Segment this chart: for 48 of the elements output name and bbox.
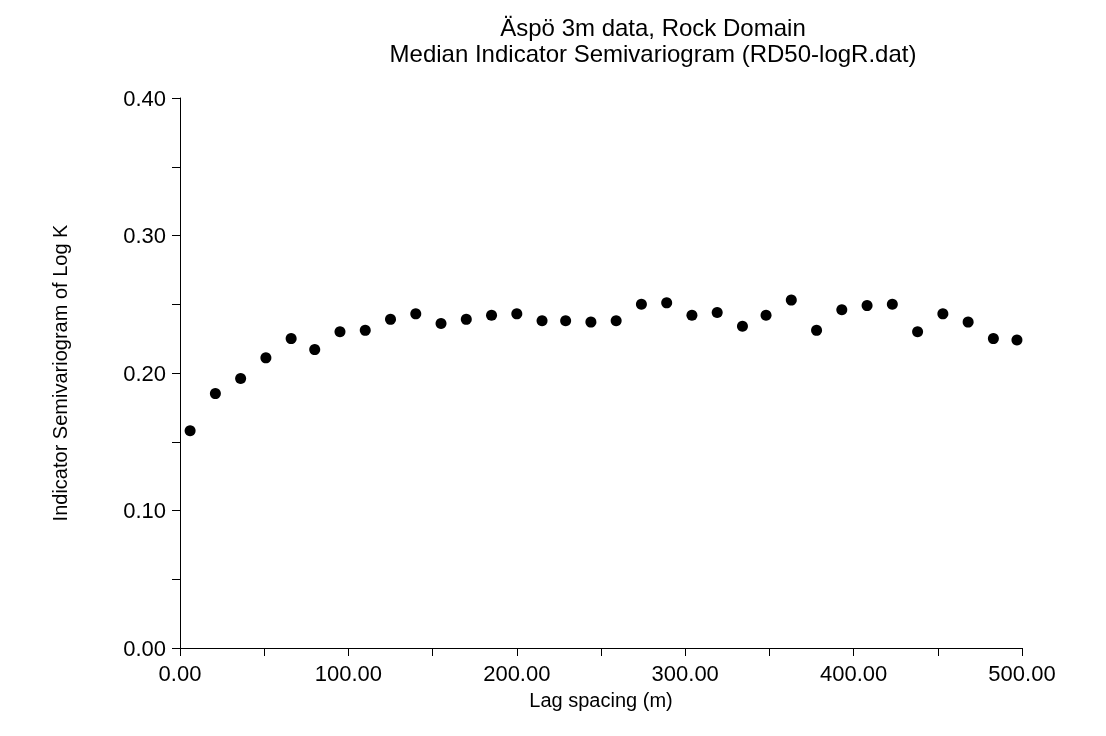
point <box>1011 334 1023 346</box>
y-tick-label: 0.20 <box>123 360 166 386</box>
point <box>260 352 272 364</box>
point <box>435 318 447 329</box>
point <box>836 304 848 316</box>
point <box>760 309 772 321</box>
x-tick-label: 100.00 <box>314 660 383 686</box>
point <box>711 307 723 318</box>
y-tick-label: 0.30 <box>123 223 166 248</box>
x-tick-label: 300.00 <box>651 660 719 686</box>
x-axis-title: Lag spacing (m) <box>529 689 673 711</box>
point <box>460 313 472 325</box>
y-tick-label: 0.10 <box>123 498 166 523</box>
y-tick-label: 0.40 <box>123 85 166 111</box>
point <box>861 300 873 312</box>
point <box>560 315 572 327</box>
point <box>736 320 748 332</box>
point <box>610 315 622 327</box>
point <box>811 324 823 336</box>
point <box>635 298 647 310</box>
point <box>661 297 673 309</box>
point <box>235 373 247 384</box>
point <box>962 316 974 328</box>
point <box>511 308 523 320</box>
x-tick-label: 500.00 <box>988 660 1056 686</box>
point <box>334 326 346 338</box>
point <box>209 388 221 400</box>
x-tick-label: 0.00 <box>158 660 202 686</box>
point <box>536 315 548 327</box>
chart-title: Äspö 3m data, Rock Domain <box>500 13 806 41</box>
point <box>886 298 898 310</box>
point <box>184 425 196 437</box>
point <box>385 313 396 325</box>
y-axis-title: Indicator Semivariogram of Log K <box>49 223 71 522</box>
point <box>359 324 371 336</box>
y-tick-label: 0.00 <box>123 635 166 661</box>
point <box>912 326 924 338</box>
point <box>486 309 498 321</box>
point <box>410 308 422 320</box>
point <box>285 333 297 345</box>
point <box>987 333 999 345</box>
point <box>585 316 597 328</box>
point <box>309 344 321 356</box>
x-tick-label: 200.00 <box>483 660 551 686</box>
point <box>937 308 949 320</box>
point <box>686 309 698 321</box>
x-tick-label: 400.00 <box>819 660 888 686</box>
point <box>785 294 797 306</box>
